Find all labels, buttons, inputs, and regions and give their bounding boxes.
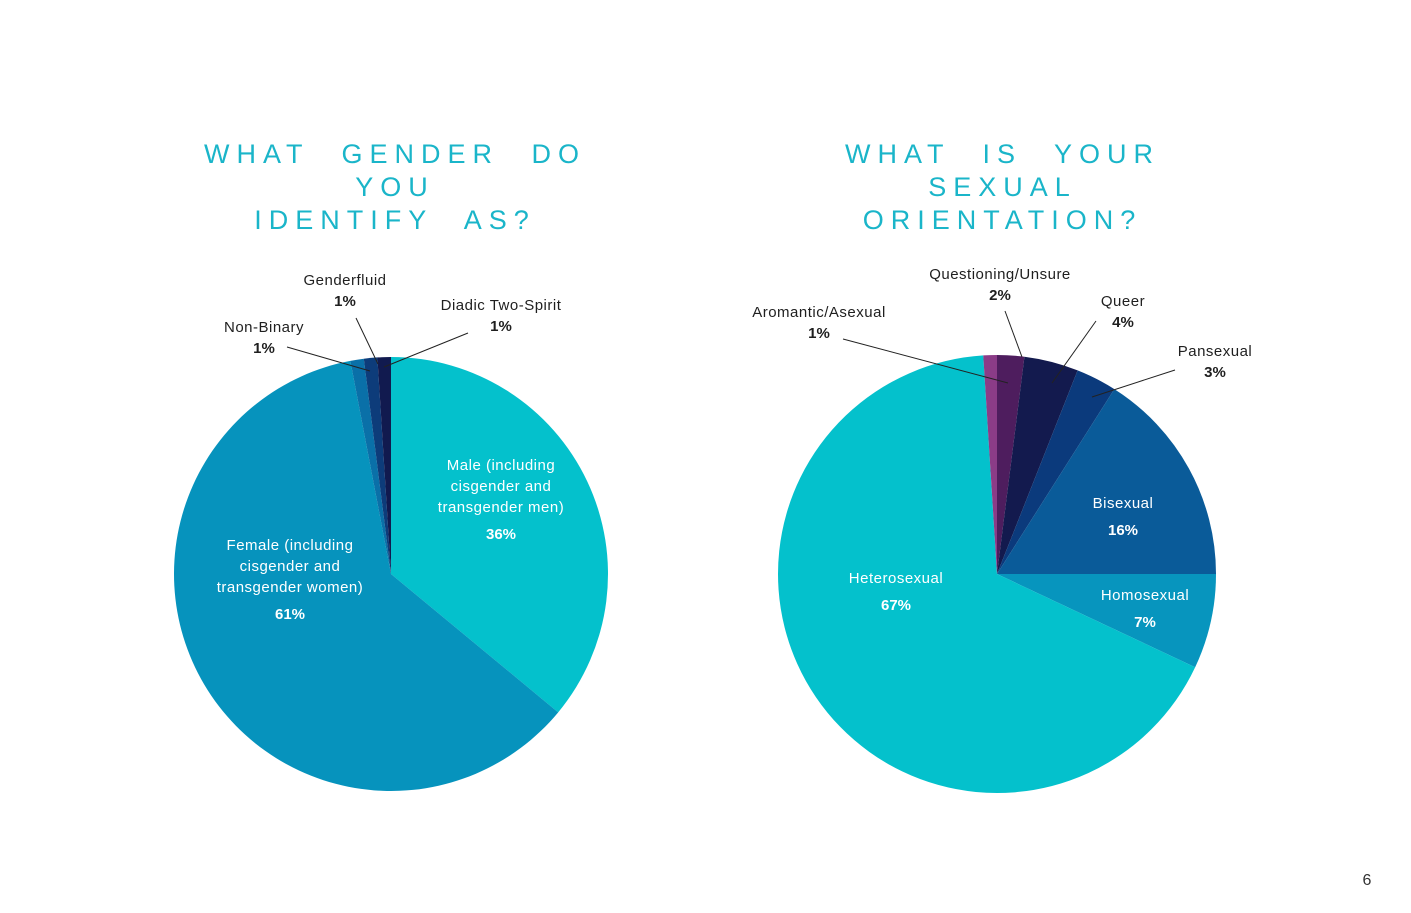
gender-label-name-female: cisgender and <box>240 558 341 575</box>
gender-label-name-non-binary: Non-Binary <box>224 319 304 336</box>
gender-leader-line-genderfluid <box>355 317 379 365</box>
gender-label-name-male: cisgender and <box>451 478 552 495</box>
gender-title-line-2: IDENTIFY AS? <box>254 205 536 235</box>
orientation-pie-chart: Questioning/Unsure 2% Queer 4% Pansexual 3% Bi… <box>752 266 1252 793</box>
gender-label-diadic-two-spirit: Diadic Two-Spirit 1% <box>441 297 562 335</box>
gender-leader-line-non-binary <box>286 346 371 372</box>
orientation-label-pct-heterosexual: 67% <box>881 597 911 614</box>
orientation-leader-line-pansexual <box>1091 369 1176 398</box>
orientation-label-name-homosexual: Homosexual <box>1101 587 1189 604</box>
orientation-label-pct-queer: 4% <box>1112 314 1134 331</box>
gender-label-name-female: transgender women) <box>217 579 364 596</box>
gender-pie-chart: Male (including cisgender and transgender … <box>174 272 608 791</box>
page-number: 6 <box>1362 872 1372 889</box>
gender-leader-line-diadic-two-spirit <box>383 332 469 368</box>
orientation-label-name-bisexual: Bisexual <box>1093 495 1154 512</box>
gender-slice-genderfluid <box>363 357 391 574</box>
gender-label-name-male: transgender men) <box>438 499 564 516</box>
orientation-label-homosexual: Homosexual 7% <box>1101 587 1189 631</box>
orientation-label-name-pansexual: Pansexual <box>1178 343 1253 360</box>
gender-chart-title: WHAT GENDER DO YOU IDENTIFY AS? <box>150 138 640 237</box>
gender-label-name-genderfluid: Genderfluid <box>303 272 386 289</box>
gender-slice-non-binary <box>350 358 391 574</box>
orientation-label-aromantic-asexual: Aromantic/Asexual 1% <box>752 304 886 342</box>
gender-label-name-female: Female (including <box>227 537 354 554</box>
orientation-label-bisexual: Bisexual 16% <box>1093 495 1154 539</box>
gender-label-male: Male (including cisgender and transgender … <box>438 457 564 543</box>
orientation-slice-heterosexual <box>778 355 1196 793</box>
orientation-slice-bisexual <box>997 389 1216 574</box>
orientation-leader-line-aromantic-asexual <box>842 338 1009 384</box>
gender-slice-male <box>391 357 608 713</box>
orientation-leader-lines <box>842 310 1176 398</box>
orientation-label-queer: Queer 4% <box>1101 293 1145 331</box>
gender-label-female: Female (including cisgender and transgende… <box>217 537 364 623</box>
gender-label-name-male: Male (including <box>447 457 555 474</box>
orientation-slice-homosexual <box>997 574 1216 668</box>
orientation-label-name-aromantic-asexual: Aromantic/Asexual <box>752 304 886 321</box>
gender-title-line-1: WHAT GENDER DO YOU <box>203 139 586 202</box>
orientation-slice-pansexual <box>997 370 1115 574</box>
gender-slice-diadic-two-spirit <box>377 357 391 574</box>
gender-slice-female <box>174 360 559 791</box>
orientation-title-line-1: WHAT IS YOUR SEXUAL <box>844 139 1161 202</box>
gender-slices <box>174 357 608 791</box>
gender-label-pct-genderfluid: 1% <box>334 293 356 310</box>
orientation-slice-aromantic-asexual <box>983 355 997 574</box>
orientation-slices <box>778 355 1216 793</box>
orientation-label-pct-homosexual: 7% <box>1134 614 1156 631</box>
orientation-chart-title: WHAT IS YOUR SEXUAL ORIENTATION? <box>755 138 1250 237</box>
orientation-slice-labels: Questioning/Unsure 2% Queer 4% Pansexual 3% Bi… <box>752 266 1252 631</box>
orientation-label-pct-questioning: 2% <box>989 287 1011 304</box>
gender-label-genderfluid: Genderfluid 1% <box>303 272 386 310</box>
orientation-label-pct-pansexual: 3% <box>1204 364 1226 381</box>
orientation-title-line-2: ORIENTATION? <box>862 205 1143 235</box>
gender-label-pct-female: 61% <box>275 606 305 623</box>
orientation-label-pct-aromantic-asexual: 1% <box>808 325 830 342</box>
orientation-label-name-questioning: Questioning/Unsure <box>929 266 1071 283</box>
gender-label-non-binary: Non-Binary 1% <box>224 319 304 357</box>
gender-label-name-diadic-two-spirit: Diadic Two-Spirit <box>441 297 562 314</box>
orientation-leader-line-queer <box>1051 320 1097 384</box>
orientation-label-heterosexual: Heterosexual 67% <box>849 570 943 614</box>
gender-label-pct-diadic-two-spirit: 1% <box>490 318 512 335</box>
orientation-slice-queer <box>997 356 1078 574</box>
orientation-label-pansexual: Pansexual 3% <box>1178 343 1253 381</box>
gender-label-pct-male: 36% <box>486 526 516 543</box>
gender-leader-lines <box>286 317 469 372</box>
orientation-label-name-heterosexual: Heterosexual <box>849 570 943 587</box>
orientation-label-pct-bisexual: 16% <box>1108 522 1138 539</box>
orientation-leader-line-questioning <box>1004 310 1023 358</box>
gender-label-pct-non-binary: 1% <box>253 340 275 357</box>
orientation-label-questioning: Questioning/Unsure 2% <box>929 266 1071 304</box>
gender-slice-labels: Male (including cisgender and transgender … <box>217 272 564 623</box>
orientation-slice-questioning <box>997 355 1025 574</box>
orientation-label-name-queer: Queer <box>1101 293 1145 310</box>
